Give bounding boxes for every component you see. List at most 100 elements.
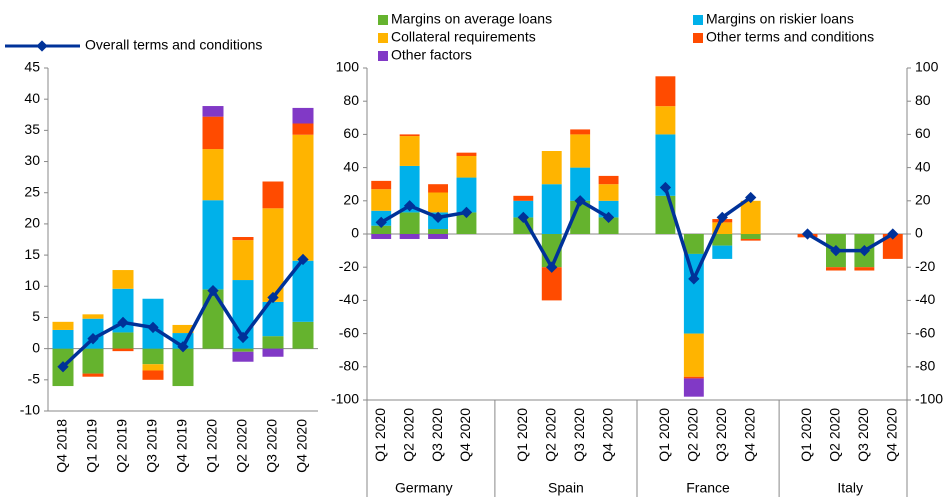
bar-segment	[683, 253, 704, 334]
x-tick-label: Q3 2020	[264, 419, 280, 473]
line-marker	[574, 195, 586, 207]
x-tick-label: Q2 2019	[114, 419, 130, 473]
x-tick-label: Q4 2020	[457, 408, 473, 462]
y-tick-label: -60	[339, 324, 359, 340]
bar-segment	[371, 189, 392, 211]
group-label: Spain	[548, 480, 584, 496]
x-tick-label: Q1 2020	[372, 408, 388, 462]
line	[663, 186, 752, 284]
y-tick-label: 15	[24, 246, 40, 262]
legend-label: Other factors	[391, 47, 472, 63]
line-marker	[267, 291, 279, 304]
y-tick-label: -20	[339, 258, 359, 274]
bar-segment	[740, 200, 761, 234]
y2-tick-label: 80	[915, 92, 931, 108]
line	[380, 203, 467, 224]
bar-segment	[712, 234, 733, 246]
bar-segment	[541, 184, 562, 234]
group-label: Italy	[837, 480, 863, 496]
line-marker	[602, 211, 615, 224]
y-tick-label: 45	[24, 59, 40, 75]
y-tick-label: 20	[343, 192, 359, 208]
line	[806, 232, 894, 253]
bar-segment	[292, 123, 314, 135]
bar-segment	[655, 106, 676, 135]
y2-tick-label: 100	[915, 59, 939, 75]
bar-segment	[513, 195, 534, 201]
bar-segment	[570, 167, 591, 201]
bar-segment	[456, 212, 477, 234]
bar-segment	[570, 129, 591, 135]
y2-tick-label: -40	[915, 291, 935, 307]
x-tick-label: Q1 2020	[514, 408, 530, 462]
bar-segment	[570, 134, 591, 168]
bar-segment	[655, 134, 676, 196]
line-marker	[858, 244, 871, 257]
x-tick-label: Q2 2020	[542, 408, 558, 462]
bar-segment	[202, 106, 224, 117]
line	[521, 198, 610, 272]
bar-segment	[292, 260, 314, 322]
line-marker	[432, 211, 444, 224]
bar-segment	[513, 217, 534, 234]
y2-tick-label: 20	[915, 192, 931, 208]
bar-segment	[428, 234, 448, 239]
bar-segment	[82, 348, 104, 374]
x-tick-label: Q4 2020	[599, 408, 615, 462]
x-tick-label: Q1 2020	[798, 408, 814, 462]
bar-segment	[292, 134, 314, 261]
y-tick-label: 80	[343, 92, 359, 108]
bar-segment	[399, 136, 420, 166]
bar-segment	[683, 378, 704, 397]
line-marker	[745, 191, 757, 204]
bar-segment	[262, 301, 284, 337]
line-marker	[659, 181, 672, 194]
line-marker	[375, 216, 387, 229]
x-tick-label: Q4 2020	[741, 408, 757, 462]
bar-segment	[428, 229, 448, 234]
x-tick-label: Q3 2019	[144, 419, 160, 473]
legend-swatch	[378, 15, 388, 25]
x-tick-label: Q1 2020	[204, 419, 220, 473]
bar-segment	[292, 107, 314, 124]
bar-segment	[371, 225, 392, 234]
x-tick-label: Q4 2018	[54, 419, 70, 473]
y-tick-label: 10	[24, 277, 40, 293]
y-tick-label: -100	[331, 391, 359, 407]
bar-segment	[202, 116, 224, 150]
line-marker	[460, 206, 473, 219]
line-marker	[177, 341, 189, 353]
y-tick-label: 40	[24, 90, 40, 106]
line-marker	[237, 331, 249, 344]
bar-segment	[232, 348, 254, 352]
bar-segment	[202, 289, 224, 349]
bar-segment	[598, 175, 619, 185]
bar-segment	[142, 348, 164, 365]
bar-segment	[740, 234, 761, 239]
bar-segment	[399, 165, 420, 213]
bar-segment	[456, 155, 477, 178]
bar-segment	[202, 200, 224, 290]
x-tick-label: Q3 2020	[855, 408, 871, 462]
legend-label: Other terms and conditions	[706, 29, 874, 45]
bar-segment	[52, 329, 74, 349]
y-tick-label: -10	[20, 402, 40, 418]
legend-label: Margins on average loans	[391, 11, 552, 27]
bar-segment	[371, 234, 392, 239]
bar-segment	[172, 324, 194, 334]
bar-segment	[456, 177, 477, 213]
bar-segment	[655, 76, 676, 107]
bar-segment	[52, 321, 74, 330]
bar-segment	[112, 270, 134, 289]
bar-segment	[399, 212, 420, 234]
x-tick-label: Q1 2019	[84, 419, 100, 473]
y2-tick-label: -60	[915, 324, 935, 340]
bar-segment	[232, 237, 254, 241]
bar-segment	[371, 180, 392, 190]
bar-segment	[712, 245, 733, 259]
bar-segment	[232, 240, 254, 281]
bar-segment	[202, 149, 224, 201]
x-tick-label: Q2 2020	[234, 419, 250, 473]
line-marker	[887, 228, 899, 240]
